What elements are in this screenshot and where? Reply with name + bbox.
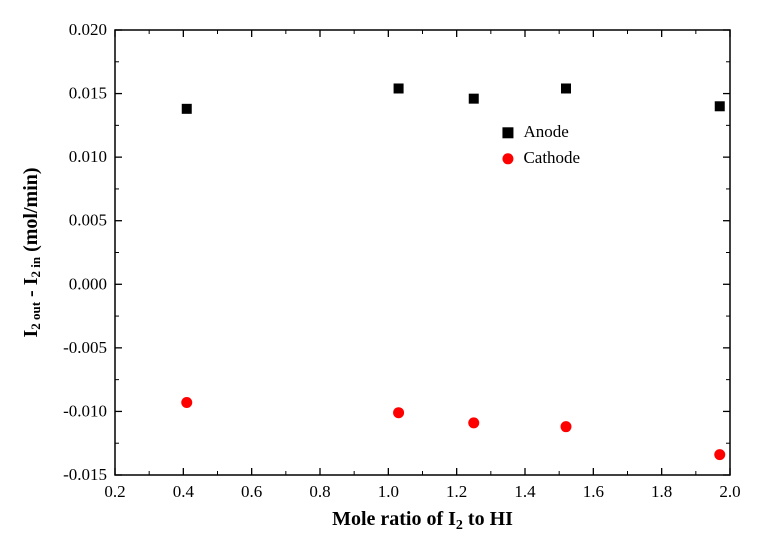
x-tick-label: 2.0 (719, 482, 740, 501)
x-tick-label: 1.6 (583, 482, 604, 501)
data-point-cathode (561, 421, 572, 432)
data-point-anode (561, 83, 571, 93)
x-tick-label: 0.4 (173, 482, 195, 501)
y-tick-label: -0.015 (63, 465, 107, 484)
legend: Anode Cathode (502, 122, 580, 167)
y-tick-label: 0.000 (69, 274, 107, 293)
data-point-anode (394, 83, 404, 93)
legend-swatch (502, 127, 513, 138)
x-tick-label: 0.6 (241, 482, 262, 501)
y-tick-label: -0.010 (63, 401, 107, 420)
x-tick-label: 1.8 (651, 482, 672, 501)
x-tick-label: 0.2 (104, 482, 125, 501)
y-axis-title: I2 out - I2 in (mol/min) (20, 167, 43, 337)
legend-swatch (502, 153, 513, 164)
y-tick-label: 0.010 (69, 147, 107, 166)
y-tick-label: 0.005 (69, 211, 107, 230)
x-tick-label: 0.8 (309, 482, 330, 501)
scatter-chart: 0.2 0.4 0.6 0.8 1.0 1.2 1.4 1.6 1.8 2.0 -0.015 -0.0… (0, 0, 765, 555)
data-point-anode (715, 101, 725, 111)
chart-container: 0.2 0.4 0.6 0.8 1.0 1.2 1.4 1.6 1.8 2.0 -0.015 -0.0… (0, 0, 765, 555)
y-tick-label: 0.015 (69, 84, 107, 103)
data-point-cathode (393, 407, 404, 418)
plot-frame (115, 30, 730, 475)
x-tick-label: 1.2 (446, 482, 467, 501)
x-axis-title: Mole ratio of I2 to HI (332, 508, 513, 533)
data-point-anode (469, 94, 479, 104)
y-tick-label: 0.020 (69, 20, 107, 39)
x-tick-label: 1.4 (514, 482, 536, 501)
data-point-cathode (181, 397, 192, 408)
data-point-cathode (714, 449, 725, 460)
x-tick-label: 1.0 (378, 482, 399, 501)
data-point-cathode (468, 417, 479, 428)
legend-label: Cathode (523, 148, 580, 167)
y-tick-label: -0.005 (63, 338, 107, 357)
data-point-anode (182, 104, 192, 114)
legend-label: Anode (523, 122, 568, 141)
